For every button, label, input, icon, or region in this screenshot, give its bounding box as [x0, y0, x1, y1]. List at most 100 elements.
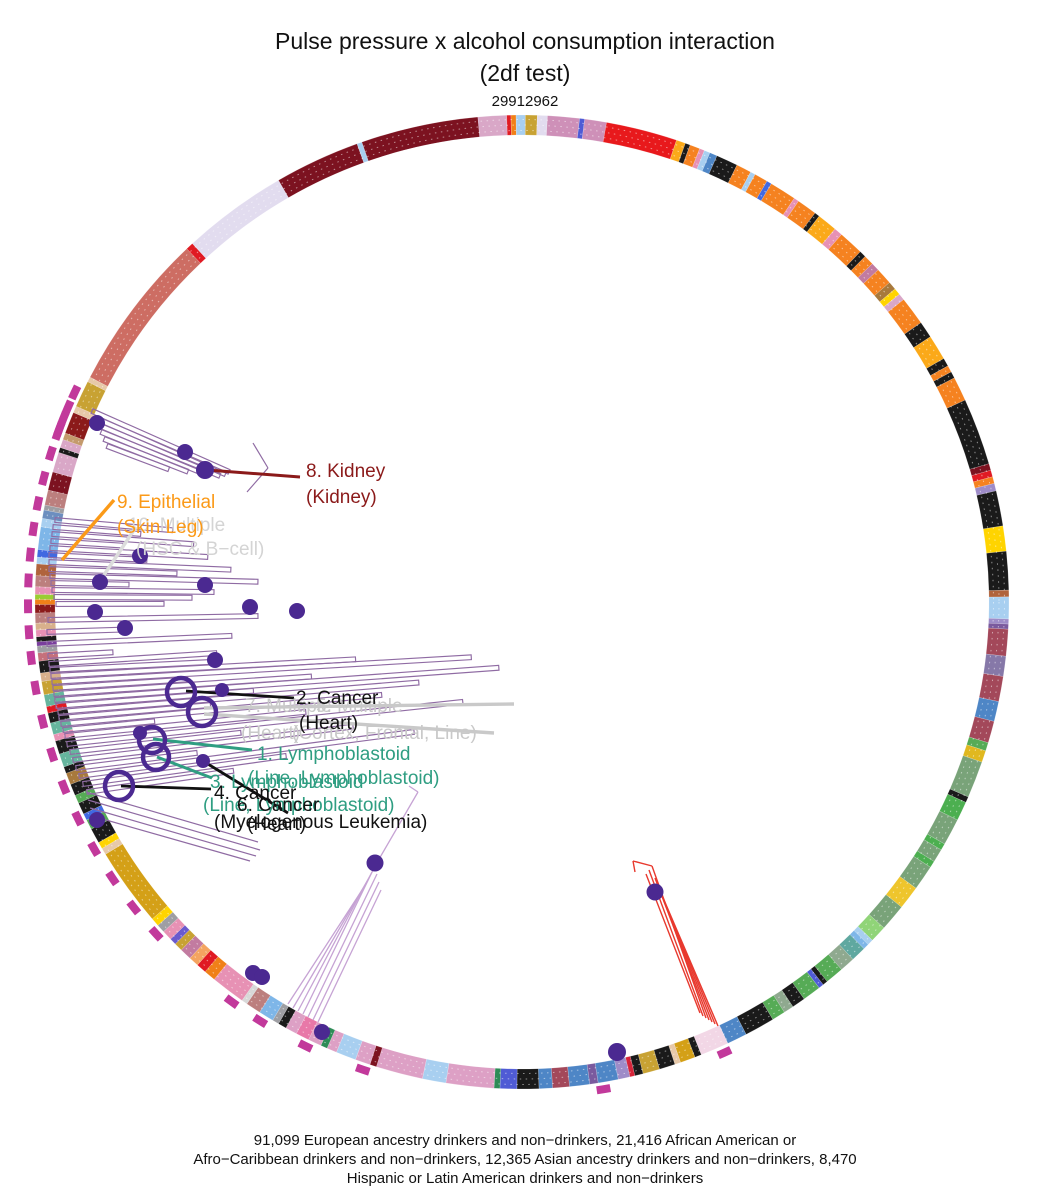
- signal-bar: [58, 701, 212, 722]
- magenta-tick: [126, 899, 142, 916]
- ring-segment: [567, 1064, 590, 1087]
- link-line: [632, 860, 653, 867]
- signal-bar: [54, 516, 174, 534]
- link-line: [374, 791, 419, 867]
- leader-line: [60, 498, 116, 562]
- texture-arc: [39, 119, 1005, 1085]
- snp-dot: [196, 754, 210, 768]
- magenta-tick: [26, 650, 36, 666]
- snp-dot: [133, 726, 147, 740]
- label-4-cancer-line: (Heart): [247, 814, 306, 835]
- snp-dot: [314, 1024, 330, 1040]
- signal-bar: [49, 573, 259, 585]
- leader-line: [203, 712, 495, 735]
- ring-segment: [89, 248, 201, 387]
- ring-segment: [594, 1059, 619, 1084]
- label-1-lymphoblastoid-line: (Line, Lymphoblastoid): [248, 768, 440, 789]
- study-id: 29912962: [491, 93, 559, 110]
- link-line: [312, 881, 380, 1021]
- magenta-tick: [87, 841, 102, 857]
- link-line: [317, 889, 382, 1023]
- signal-bar: [51, 654, 473, 686]
- signal-bar: [75, 749, 198, 772]
- link-line: [632, 860, 636, 873]
- magenta-tick: [24, 573, 33, 588]
- texture-arc: [44, 124, 1000, 1080]
- ring-segment: [278, 143, 365, 198]
- locus-circle: [102, 769, 136, 803]
- label-6-cancer-line: (Myelogenous Leukemia): [214, 812, 427, 833]
- magenta-tick: [148, 926, 164, 942]
- leader-line: [185, 689, 295, 700]
- magenta-tick: [37, 713, 49, 730]
- page-title: Pulse pressure x alcohol consumption int…: [275, 28, 775, 54]
- magenta-tick: [45, 445, 57, 462]
- magenta-tick: [30, 680, 41, 696]
- ring-segment: [983, 525, 1007, 554]
- label-7-multiple: 7. Multiple (Heart): [241, 696, 332, 744]
- signal-bar: [62, 718, 156, 734]
- label-4-cancer: 4. Cancer (Heart): [214, 783, 306, 835]
- label-8-kidney: 8. Kidney (Kidney): [306, 461, 386, 508]
- link-line: [292, 877, 370, 1009]
- signal-bar: [55, 600, 165, 607]
- magenta-tick: [252, 1013, 269, 1028]
- link-line: [408, 785, 419, 793]
- label-9-epithelial-line: 9. Epithelial: [117, 492, 215, 513]
- cohort-footnote: 91,099 European ancestry drinkers and no…: [0, 1131, 1050, 1188]
- label-5-multiple: 5. Multiple (Cortex, Frontal, Line): [292, 696, 477, 744]
- signal-bar: [51, 587, 215, 596]
- label-5-multiple-line: 5. Multiple: [316, 696, 403, 717]
- ring-segment: [546, 115, 580, 139]
- magenta-tick: [46, 746, 59, 763]
- link-line: [87, 799, 261, 851]
- leader-lines: [60, 468, 515, 815]
- magenta-tick: [56, 411, 70, 428]
- leader-line: [206, 468, 301, 479]
- locus-circle: [185, 695, 219, 729]
- label-4-cancer-line: 4. Cancer: [214, 783, 297, 804]
- ring-segment: [551, 1066, 570, 1089]
- link-line: [89, 807, 257, 857]
- snp-dot: [177, 444, 193, 460]
- label-2-cancer-line: (Heart): [299, 713, 358, 734]
- snp-dot: [117, 620, 133, 636]
- texture-arc: [50, 130, 994, 1074]
- label-10-multiple: 10. Multiple (HSC & B−cell): [128, 515, 264, 560]
- label-1-lymphoblastoid: 1. Lymphoblastoid (Line, Lymphoblastoid): [248, 744, 440, 789]
- page-subtitle: (2df test): [479, 60, 571, 86]
- signal-bar: [50, 656, 357, 680]
- magenta-tick: [38, 470, 50, 486]
- leader-line: [202, 759, 289, 815]
- locus-circle: [136, 724, 168, 756]
- magenta-tick: [297, 1039, 314, 1053]
- link-line: [252, 442, 269, 469]
- locus-circles: [102, 675, 219, 803]
- locus-labels: 5. Multiple (Cortex, Frontal, Line)7. Mul…: [117, 461, 477, 835]
- magenta-tick: [25, 547, 35, 562]
- footnote-line: Hispanic or Latin American drinkers and …: [346, 1170, 704, 1187]
- snp-dot: [366, 854, 384, 872]
- label-3-lymphoblastoid: 3. Lymphoblastoid(Line, Lymphoblastoid): [203, 772, 395, 816]
- ring-segment: [515, 114, 526, 136]
- label-5-multiple-line: (Cortex, Frontal, Line): [292, 723, 477, 744]
- ring-texture: [39, 119, 1005, 1085]
- ring-segment: [976, 490, 1004, 530]
- ring-segment: [445, 1063, 496, 1089]
- snp-dot: [92, 574, 108, 590]
- footnote-line: Afro−Caribbean drinkers and non−drinkers…: [193, 1151, 857, 1168]
- signal-bar: [47, 649, 114, 660]
- signal-bar: [47, 613, 259, 623]
- signal-bar: [53, 594, 193, 601]
- leader-line: [98, 526, 138, 582]
- label-3-lymphoblastoid-line: 3. Lymphoblastoid: [210, 772, 364, 793]
- ring-segment: [581, 118, 607, 143]
- signal-bar: [78, 728, 416, 780]
- snp-dot: [215, 683, 229, 697]
- leader-line: [203, 702, 515, 710]
- snp-dot: [197, 577, 213, 593]
- magenta-tick: [51, 425, 64, 441]
- snp-dot: [242, 599, 258, 615]
- ring-segment: [946, 399, 990, 470]
